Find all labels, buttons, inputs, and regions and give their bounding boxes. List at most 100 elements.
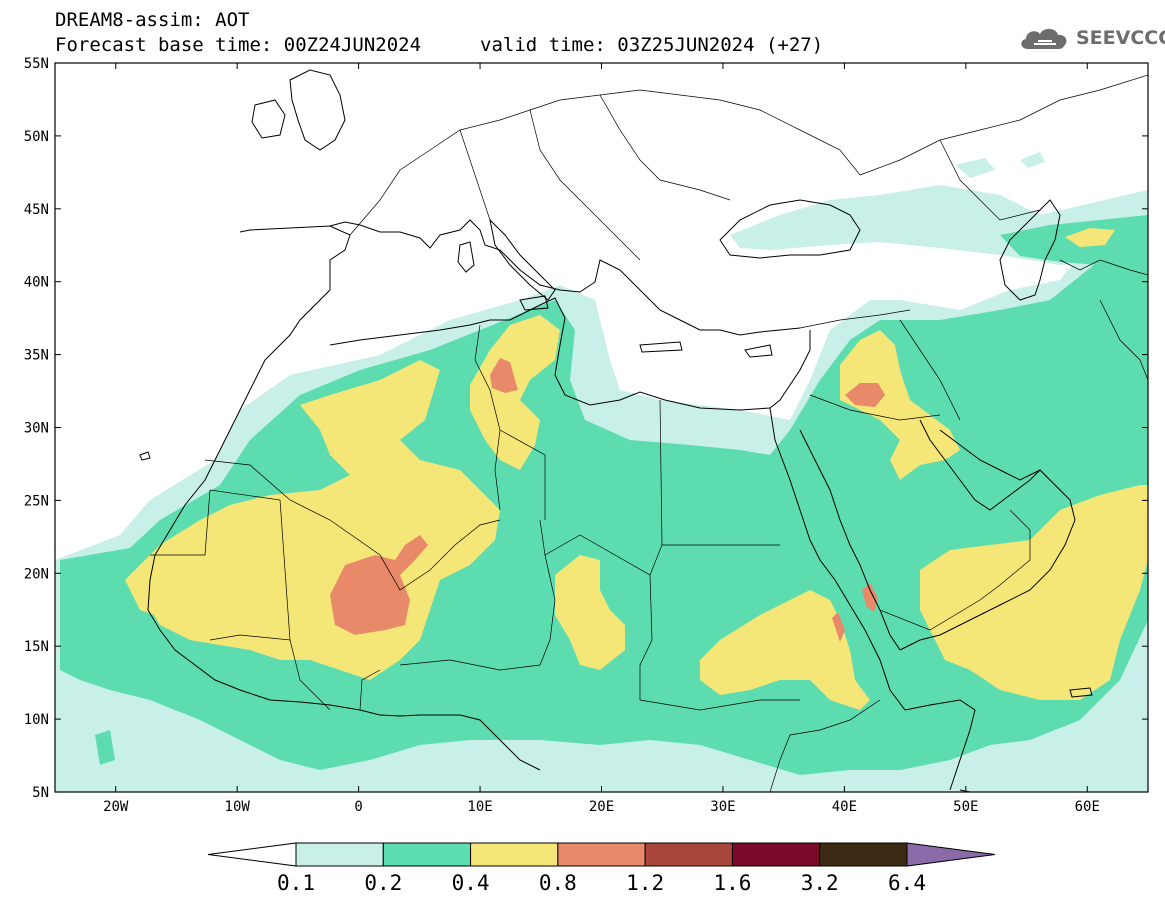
border-saudi-yemen	[879, 584, 1001, 631]
border-algeria-tunisia	[474, 324, 501, 511]
coast-north-africa	[329, 297, 811, 411]
colorbar-swatch	[731, 842, 821, 867]
chart-title: DREAM8-assim: AOT	[55, 9, 250, 31]
lat-label: 5N	[32, 785, 49, 801]
lat-label: 25N	[24, 493, 49, 509]
aot-contour-0.1-blob	[955, 158, 995, 178]
colorbar-label: 3.2	[801, 871, 839, 895]
aot-contour-0.1-blob2	[1020, 152, 1045, 168]
border-kazakh	[939, 139, 1041, 221]
aot-contour-0.4-caspian	[1065, 228, 1115, 247]
colorbar-label: 6.4	[888, 871, 926, 895]
border-libya-chad	[539, 519, 663, 576]
coast-arabia	[899, 419, 1076, 651]
seevccc-logo: SEEVCCC	[1016, 22, 1165, 54]
border-mauritania	[150, 489, 291, 641]
border-sudan-south	[639, 699, 800, 711]
coast-iberia-africa	[147, 225, 541, 771]
borders	[150, 74, 1148, 792]
border-central-asia	[1059, 259, 1148, 276]
lon-label: 10W	[225, 799, 251, 815]
coast-horn-africa	[904, 699, 976, 791]
longitude-axis: 20W 10W 0 10E 20E 30E 40E 50E 60E	[103, 63, 1100, 815]
aot-contour-0.8-sudan	[832, 612, 845, 642]
lat-label: 35N	[24, 348, 49, 364]
coast-cyprus	[744, 344, 773, 358]
coast-red-sea-east	[799, 429, 901, 651]
coast-italy	[489, 218, 556, 301]
aot-contour-0.4-senegal	[125, 565, 160, 615]
aot-contour-0.8-tunisia	[490, 358, 518, 393]
coast-caspian	[999, 199, 1061, 301]
colorbar-label: 0.1	[277, 871, 315, 895]
aot-contour-0.2-west	[95, 730, 115, 765]
border-europe-3	[529, 109, 641, 261]
border-afghan	[1099, 299, 1148, 381]
lon-label: 20E	[589, 799, 614, 815]
colorbar-label: 1.6	[713, 871, 751, 895]
aot-contour-0.4-sudan	[700, 590, 870, 710]
border-europe-2	[459, 129, 491, 221]
border-europe-4	[599, 94, 731, 201]
border-libya-west	[499, 429, 546, 520]
border-west-africa-2	[359, 669, 381, 711]
aot-contour-0.4-chad	[555, 555, 625, 670]
border-sudan-chad	[639, 574, 653, 700]
lat-label: 30N	[24, 421, 49, 437]
coast-sardinia	[457, 241, 475, 273]
colorbar-swatch	[382, 842, 472, 867]
logo-text: SEEVCCC	[1076, 27, 1165, 49]
lat-label: 15N	[24, 639, 49, 655]
valid-time: valid time: 03Z25JUN2024 (+27)	[480, 34, 824, 56]
coast-europe-south	[329, 219, 801, 336]
border-europe-1	[349, 89, 681, 236]
coast-red-sea-west	[769, 407, 906, 711]
coast-ireland	[251, 99, 286, 139]
forecast-base-time: Forecast base time: 00Z24JUN2024	[55, 34, 422, 56]
border-turkey-syria	[799, 309, 911, 329]
lon-label: 20W	[103, 799, 129, 815]
border-europe-5	[679, 94, 861, 176]
lon-label: 40E	[832, 799, 857, 815]
border-ethiopia	[769, 699, 881, 792]
lon-label: 0	[354, 799, 362, 815]
border-niger-nigeria	[399, 554, 556, 671]
colorbar-swatch	[295, 842, 384, 867]
lat-label: 20N	[24, 566, 49, 582]
colorbar-label: 0.8	[539, 871, 577, 895]
border-west-africa-1	[289, 639, 331, 711]
coast-uk	[289, 69, 346, 151]
lat-label: 40N	[24, 275, 49, 291]
coast-socotra	[1069, 687, 1093, 698]
latitude-axis: 55N 50N 45N 40N 35N 30N 25N 20N 15N 10N 5N	[24, 56, 1148, 801]
colorbar-arrow-low	[207, 842, 297, 867]
lat-label: 45N	[24, 202, 49, 218]
border-russia	[859, 74, 1148, 176]
colorbar-arrow-high	[906, 842, 996, 867]
cloud-icon	[1021, 28, 1067, 49]
border-oman	[999, 509, 1031, 586]
coast-crete	[639, 341, 683, 353]
border-iran-iraq	[899, 319, 961, 421]
coast-persian-gulf	[939, 429, 1041, 481]
colorbar-swatch	[644, 842, 733, 867]
colorbar-swatch	[470, 842, 559, 867]
lon-label: 60E	[1075, 799, 1100, 815]
colorbar-label: 1.2	[626, 871, 664, 895]
coast-canaries	[139, 451, 151, 461]
aot-contour-0.8-iraq	[845, 383, 885, 407]
lat-label: 55N	[24, 56, 49, 72]
coastlines	[139, 69, 1093, 792]
aot-field	[55, 152, 1148, 792]
colorbar-label: 0.2	[364, 871, 402, 895]
colorbar-swatch	[557, 842, 646, 867]
border-saudi-iraq	[809, 394, 941, 421]
aot-contour-0.8-mali	[330, 535, 428, 635]
lon-label: 50E	[953, 799, 978, 815]
lon-label: 10E	[467, 799, 492, 815]
colorbar-swatch	[819, 842, 908, 867]
lon-label: 30E	[710, 799, 735, 815]
lat-label: 10N	[24, 712, 49, 728]
